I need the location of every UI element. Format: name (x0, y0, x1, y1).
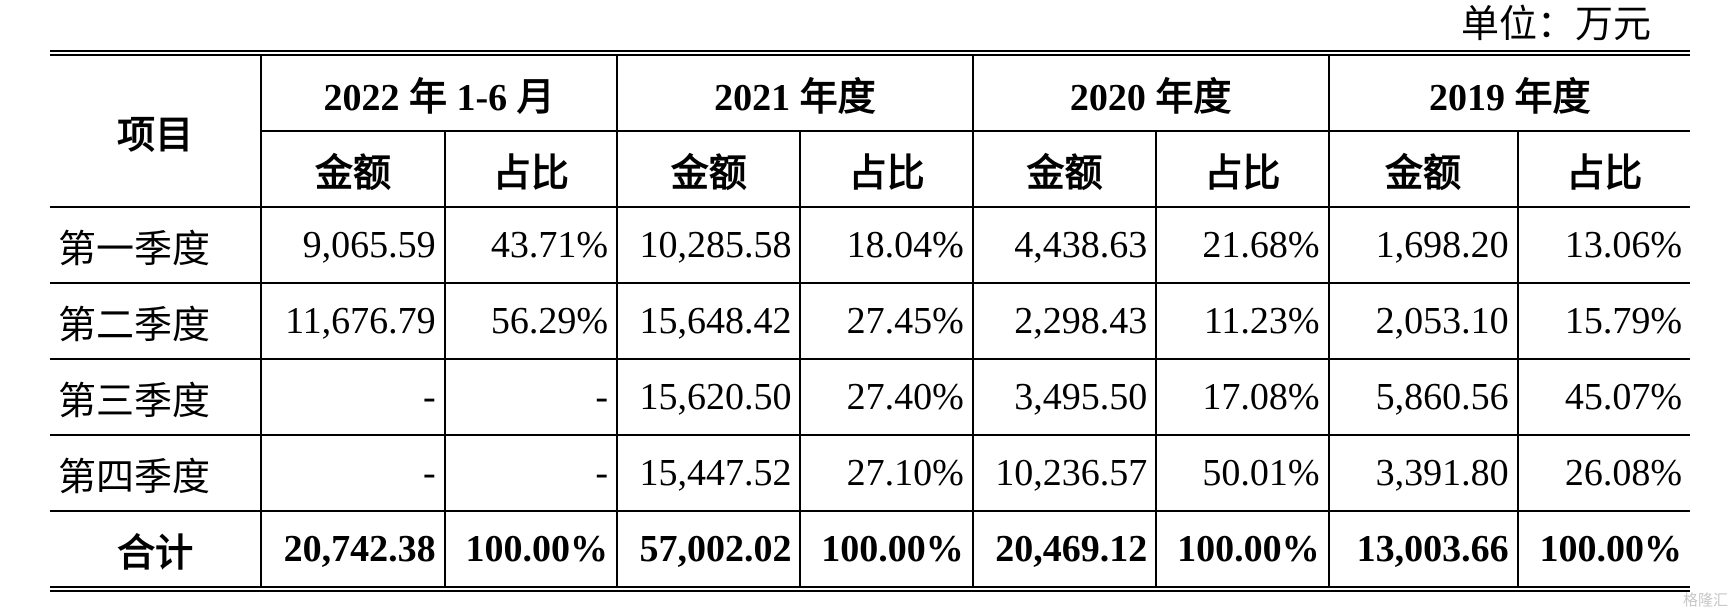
cell-ratio: 45.07% (1516, 358, 1690, 436)
row-label: 第四季度 (50, 434, 263, 512)
cell-ratio: 21.68% (1155, 206, 1330, 284)
header-ratio: 占比 (1155, 130, 1330, 208)
cell-amount: 1,698.20 (1327, 206, 1519, 284)
cell-ratio: 27.40% (799, 358, 974, 436)
header-ratio: 占比 (1516, 130, 1690, 208)
cell-ratio: 43.71% (443, 206, 619, 284)
total-label: 合计 (50, 510, 263, 592)
cell-amount: 11,676.79 (260, 282, 446, 360)
table-row: 第二季度 11,676.79 56.29% 15,648.42 27.45% 2… (50, 282, 1690, 360)
cell-ratio: 56.29% (443, 282, 619, 360)
unit-label: 单位：万元 (1460, 2, 1651, 46)
cell-amount: - (260, 358, 446, 436)
header-ratio: 占比 (443, 130, 619, 208)
header-period: 2019 年度 (1327, 50, 1690, 132)
cell-ratio: 27.45% (799, 282, 974, 360)
cell-ratio: 50.01% (1155, 434, 1330, 512)
cell-amount: 15,620.50 (615, 358, 802, 436)
header-row-periods: 项目 2022 年 1-6 月 2021 年度 2020 年度 2019 年度 (50, 50, 1690, 208)
header-period: 2021 年度 (616, 50, 974, 132)
header-period: 2022 年 1-6 月 (260, 50, 618, 132)
cell-amount: 9,065.59 (260, 206, 446, 284)
cell-ratio: 26.08% (1516, 434, 1690, 512)
total-ratio: 100.00% (799, 510, 974, 592)
cell-amount: 2,053.10 (1327, 282, 1519, 360)
cell-ratio: - (443, 358, 619, 436)
total-amount: 20,469.12 (971, 510, 1158, 592)
cell-ratio: 18.04% (799, 206, 974, 284)
header-amount: 金额 (615, 130, 802, 208)
row-label: 第三季度 (50, 358, 263, 436)
header-amount: 金额 (971, 130, 1158, 208)
cell-amount: 4,438.63 (971, 206, 1158, 284)
total-ratio: 100.00% (443, 510, 619, 592)
cell-ratio: 13.06% (1516, 206, 1690, 284)
total-ratio: 100.00% (1516, 510, 1690, 592)
total-amount: 13,003.66 (1327, 510, 1519, 592)
cell-amount: 15,447.52 (615, 434, 802, 512)
cell-ratio: 17.08% (1155, 358, 1330, 436)
cell-amount: 2,298.43 (971, 282, 1158, 360)
header-amount: 金额 (260, 130, 446, 208)
cell-amount: 10,236.57 (971, 434, 1158, 512)
cell-amount: - (260, 434, 446, 512)
cell-amount: 10,285.58 (615, 206, 802, 284)
cell-amount: 3,495.50 (971, 358, 1158, 436)
cell-ratio: 11.23% (1155, 282, 1330, 360)
cell-ratio: 15.79% (1516, 282, 1690, 360)
table-row: 第四季度 - - 15,447.52 27.10% 10,236.57 50.0… (50, 434, 1690, 512)
header-item: 项目 (50, 50, 263, 208)
cell-ratio: 27.10% (799, 434, 974, 512)
table-row: 第一季度 9,065.59 43.71% 10,285.58 18.04% 4,… (50, 206, 1690, 284)
header-amount: 金额 (1327, 130, 1519, 208)
header-ratio: 占比 (799, 130, 974, 208)
cell-amount: 15,648.42 (615, 282, 802, 360)
total-amount: 57,002.02 (615, 510, 802, 592)
total-ratio: 100.00% (1155, 510, 1330, 592)
cell-amount: 5,860.56 (1327, 358, 1519, 436)
watermark-logo: 格隆汇 (1682, 591, 1728, 609)
header-period: 2020 年度 (971, 50, 1330, 132)
header-row-metrics: 金额 占比 金额 占比 金额 占比 金额 占比 (50, 130, 1690, 208)
table-row: 第三季度 - - 15,620.50 27.40% 3,495.50 17.08… (50, 358, 1690, 436)
row-label: 第二季度 (50, 282, 263, 360)
cell-amount: 3,391.80 (1327, 434, 1519, 512)
row-label: 第一季度 (50, 206, 263, 284)
cell-ratio: - (443, 434, 619, 512)
total-row: 合计 20,742.38 100.00% 57,002.02 100.00% 2… (50, 510, 1690, 592)
quarterly-revenue-table: 项目 2022 年 1-6 月 2021 年度 2020 年度 2019 年度 … (50, 50, 1690, 592)
total-amount: 20,742.38 (260, 510, 446, 592)
